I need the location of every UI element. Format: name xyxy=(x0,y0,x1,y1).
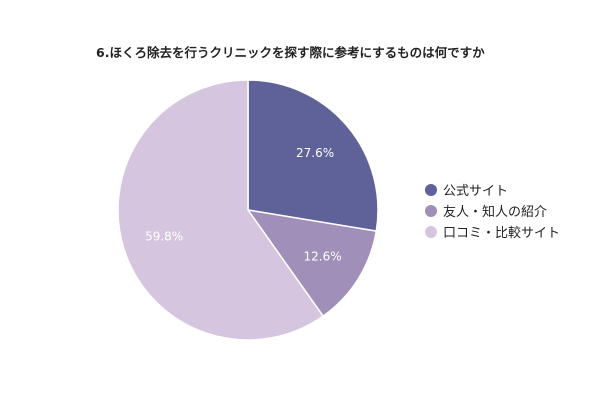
pie-slice-friend-referral[interactable] xyxy=(246,208,378,318)
pie-slice-official-site[interactable] xyxy=(247,79,379,233)
legend-label: 友人・知人の紹介 xyxy=(443,205,548,220)
legend-label: 公式サイト xyxy=(443,184,509,199)
legend-swatch xyxy=(425,183,437,196)
legend-label: 口コミ・比較サイト xyxy=(443,226,561,241)
legend-swatch xyxy=(425,225,437,238)
slice-label-official-site: 27.6% xyxy=(296,146,334,160)
slice-label-review-sites: 59.8% xyxy=(145,230,183,244)
chart-title: 6.ほくろ除去を行うクリニックを探す際に参考にするものは何ですか xyxy=(96,45,485,60)
legend-item-official-site[interactable]: 公式サイト xyxy=(425,179,560,200)
legend-item-review-sites[interactable]: 口コミ・比較サイト xyxy=(425,221,560,242)
pie-slice-review-sites[interactable] xyxy=(117,79,325,341)
legend-swatch xyxy=(425,204,437,217)
legend: 公式サイト 友人・知人の紹介 口コミ・比較サイト xyxy=(425,179,560,242)
slice-label-friend-referral: 12.6% xyxy=(304,250,342,264)
legend-item-friend-referral[interactable]: 友人・知人の紹介 xyxy=(425,200,560,221)
